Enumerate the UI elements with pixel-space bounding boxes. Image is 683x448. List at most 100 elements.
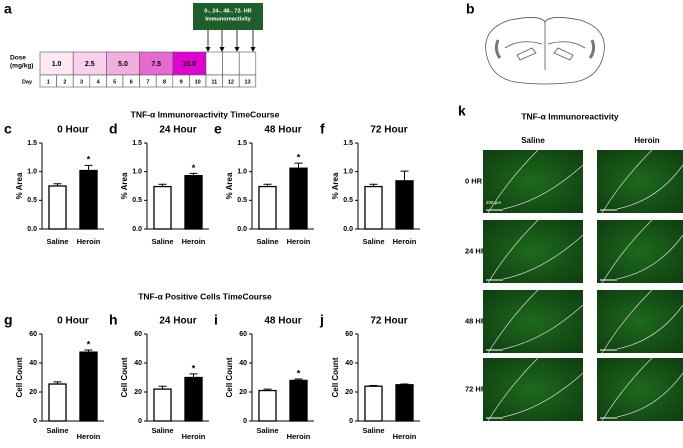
section-title: TNF-α Immunoreactivity TimeCourse <box>131 109 280 119</box>
y-tick-label: 0.0 <box>343 226 353 233</box>
region-outline <box>616 234 683 280</box>
region-outline <box>601 149 653 214</box>
y-tick-label: 0 <box>138 418 142 425</box>
significance: * <box>297 368 301 378</box>
y-tick-label: 20 <box>239 389 247 396</box>
chart-title: 24 Hour <box>159 316 196 327</box>
significance: * <box>87 155 91 165</box>
chart-title: 72 Hour <box>370 125 407 136</box>
region-outline <box>616 304 683 350</box>
brain-diagram <box>485 17 605 85</box>
micrograph <box>597 290 683 353</box>
bar <box>48 383 67 422</box>
day-number: 13 <box>244 79 250 85</box>
y-tick-label: 1.5 <box>132 140 142 147</box>
dose-value: 5.0 <box>118 61 128 68</box>
x-tick-label: Heroin <box>287 432 311 441</box>
y-tick-label: 0.0 <box>132 226 142 233</box>
empty-box <box>238 51 257 76</box>
micrograph <box>597 358 683 421</box>
region-outline <box>616 372 683 418</box>
region-outline <box>616 164 683 210</box>
micrograph <box>597 220 683 283</box>
x-tick-label: Heroin <box>393 432 417 441</box>
x-tick-label: Heroin <box>393 237 417 246</box>
region-outline <box>601 357 653 422</box>
significance: * <box>192 163 196 173</box>
panel-label: i <box>214 312 218 328</box>
row-label: 48 HR <box>465 316 487 325</box>
day-number: 8 <box>163 79 166 85</box>
error-bar <box>189 172 198 176</box>
bar <box>395 180 414 230</box>
y-tick-label: 0 <box>243 418 247 425</box>
x-tick-label: Saline <box>362 237 384 246</box>
day-number: 6 <box>130 79 133 85</box>
section-title: TNF-α Positive Cells TimeCourse <box>138 291 272 301</box>
error-bar <box>294 378 303 381</box>
chart-title: 0 Hour <box>57 316 89 327</box>
day-number: 3 <box>80 79 83 85</box>
day-number: 5 <box>113 79 116 85</box>
day-number: 11 <box>211 79 217 85</box>
y-tick-label: 40 <box>345 360 353 367</box>
day-cell <box>238 74 257 88</box>
panel-title: TNF-α Immunoreactivity <box>521 111 619 121</box>
y-tick-label: 1.0 <box>27 169 37 176</box>
y-tick-label: 1.5 <box>343 140 353 147</box>
day-number: 1 <box>47 79 50 85</box>
chart-title: 48 Hour <box>264 125 301 136</box>
y-tick-label: 0.0 <box>237 226 247 233</box>
error-bar <box>400 170 409 181</box>
x-tick-label: Saline <box>362 426 384 435</box>
dose-value: 7.5 <box>151 61 161 68</box>
bar <box>153 388 172 422</box>
y-tick-label: 0 <box>349 418 353 425</box>
region-outline <box>487 149 539 214</box>
panel-label: e <box>214 121 222 137</box>
significance: * <box>192 363 196 373</box>
y-tick-label: 1.0 <box>132 169 142 176</box>
y-tick-label: 1.0 <box>343 169 353 176</box>
bar <box>364 385 383 422</box>
y-tick-label: 0.5 <box>237 197 247 204</box>
x-tick-label: Saline <box>256 426 278 435</box>
error-bar <box>158 183 167 187</box>
chart-title: 0 Hour <box>57 125 89 136</box>
x-tick-label: Saline <box>256 237 278 246</box>
region-outline <box>487 357 539 422</box>
region-outline <box>487 289 539 354</box>
day-number: 4 <box>97 79 101 85</box>
error-bar <box>369 183 378 187</box>
day-number: 7 <box>146 79 149 85</box>
y-tick-label: 0.0 <box>27 226 37 233</box>
y-tick-label: 20 <box>345 389 353 396</box>
y-tick-label: 0 <box>33 418 37 425</box>
error-bar <box>53 183 62 186</box>
error-bar <box>369 384 378 387</box>
dose-label: (mg/kg) <box>10 63 33 70</box>
micrograph <box>483 220 583 283</box>
region-outline <box>502 164 584 210</box>
day-number: 12 <box>228 79 234 85</box>
x-tick-label: Heroin <box>182 432 206 441</box>
y-axis-label: % Area <box>15 172 24 199</box>
row-label: 24 HR <box>465 246 487 255</box>
dose-value: 2.5 <box>85 61 95 68</box>
y-axis-label: % Area <box>225 172 234 199</box>
day-label: Day <box>22 79 33 85</box>
y-tick-label: 1.5 <box>237 140 247 147</box>
dose-value: 10.0 <box>183 61 197 68</box>
column-header: Saline <box>521 136 545 145</box>
region-outline <box>502 304 584 350</box>
dose-value: 1.0 <box>52 61 62 68</box>
column-header: Heroin <box>634 136 659 145</box>
y-tick-label: 0.5 <box>27 197 37 204</box>
dose-label: Dose <box>10 55 26 62</box>
error-bar <box>263 388 272 391</box>
bar <box>48 185 67 230</box>
empty-box <box>205 51 223 76</box>
error-bar <box>189 373 198 378</box>
arrow-head <box>234 47 240 52</box>
panel-label: c <box>4 121 12 137</box>
